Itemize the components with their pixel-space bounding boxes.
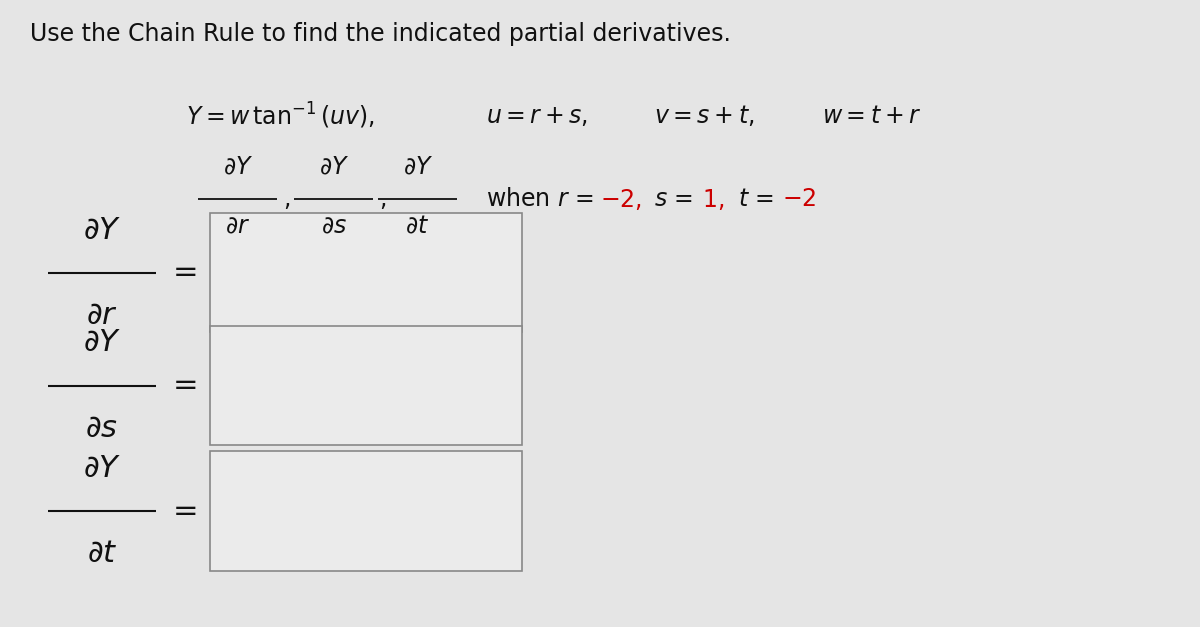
- FancyBboxPatch shape: [210, 326, 522, 445]
- Text: $u = r + s,$: $u = r + s,$: [486, 104, 588, 128]
- Text: $s$ =: $s$ =: [654, 187, 696, 211]
- Text: $v = s + t,$: $v = s + t,$: [654, 103, 755, 129]
- Text: $t$ =: $t$ =: [738, 187, 776, 211]
- Text: $\partial Y$: $\partial Y$: [402, 155, 433, 179]
- FancyBboxPatch shape: [210, 451, 522, 571]
- Text: $\partial r$: $\partial r$: [86, 301, 118, 330]
- Text: =: =: [173, 497, 199, 525]
- Text: $\partial r$: $\partial r$: [226, 213, 250, 237]
- Text: $-2$: $-2$: [782, 187, 817, 211]
- Text: $\partial Y$: $\partial Y$: [318, 155, 349, 179]
- Text: Use the Chain Rule to find the indicated partial derivatives.: Use the Chain Rule to find the indicated…: [30, 22, 731, 46]
- Text: ,: ,: [379, 187, 386, 211]
- Text: $Y = w\,\tan^{-1}(uv),$: $Y = w\,\tan^{-1}(uv),$: [186, 101, 374, 131]
- Text: $\partial Y$: $\partial Y$: [83, 454, 121, 483]
- Text: $\partial t$: $\partial t$: [406, 213, 430, 237]
- Text: $-2,$: $-2,$: [600, 187, 642, 212]
- Text: =: =: [173, 258, 199, 287]
- Text: $\partial Y$: $\partial Y$: [83, 329, 121, 357]
- Text: when $r$ =: when $r$ =: [486, 187, 596, 211]
- Text: ,: ,: [283, 187, 290, 211]
- Text: $1,$: $1,$: [702, 187, 724, 212]
- Text: =: =: [173, 371, 199, 400]
- Text: $w = t + r$: $w = t + r$: [822, 104, 922, 128]
- Text: $\partial Y$: $\partial Y$: [83, 216, 121, 245]
- FancyBboxPatch shape: [210, 213, 522, 332]
- Text: $\partial s$: $\partial s$: [85, 414, 119, 443]
- Text: $\partial s$: $\partial s$: [320, 213, 347, 237]
- Text: $\partial t$: $\partial t$: [86, 539, 118, 568]
- Text: $\partial Y$: $\partial Y$: [222, 155, 253, 179]
